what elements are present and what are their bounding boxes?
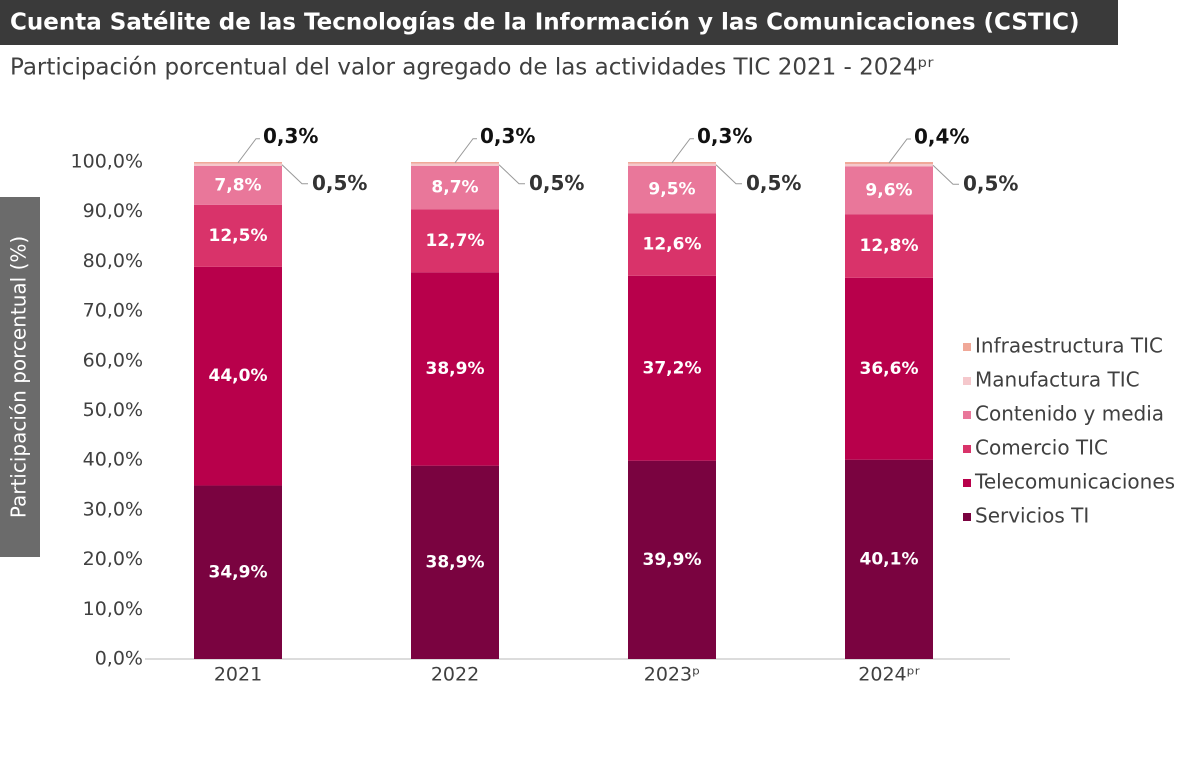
bar-segment (845, 214, 933, 278)
data-label: 12,8% (860, 236, 919, 256)
data-label: 7,8% (214, 175, 261, 195)
y-tick-label: 60,0% (83, 349, 143, 371)
data-label: 0,5% (963, 172, 1018, 196)
bar-segment (194, 266, 282, 486)
y-tick-label: 90,0% (83, 200, 143, 222)
x-tick-label: 2023ᵖ (644, 664, 701, 686)
y-tick-label: 80,0% (83, 250, 143, 272)
data-label: 9,5% (648, 180, 695, 200)
data-label: 0,4% (914, 124, 969, 148)
data-label: 0,5% (312, 171, 367, 195)
data-label: 38,9% (426, 552, 485, 572)
leader-line (671, 138, 694, 164)
legend-label: Telecomunicaciones (974, 470, 1175, 494)
y-tick-label: 40,0% (83, 449, 143, 471)
bar-segment (194, 163, 282, 166)
bar-segment (628, 460, 716, 659)
y-tick-label: 30,0% (83, 498, 143, 520)
data-label: 40,1% (860, 549, 919, 569)
data-label: 12,5% (209, 226, 268, 246)
y-tick-label: 0,0% (95, 648, 143, 670)
data-label: 0,3% (480, 124, 535, 148)
leader-line (454, 138, 477, 164)
data-label: 36,6% (860, 359, 919, 379)
leader-line (281, 164, 308, 185)
title-band (0, 0, 1118, 45)
data-label: 44,0% (209, 366, 268, 386)
legend-swatch (963, 377, 971, 385)
leader-line (237, 138, 260, 164)
data-label: 12,7% (426, 231, 485, 251)
legend-swatch (963, 445, 971, 453)
bar-segment (411, 165, 499, 210)
bar-segment (194, 165, 282, 205)
leader-line (715, 164, 742, 185)
bar-segment (628, 163, 716, 166)
data-label: 0,3% (697, 124, 752, 148)
data-label: 0,5% (529, 171, 584, 195)
bar-segment (411, 163, 499, 166)
x-tick-label: 2024ᵖʳ (858, 664, 919, 686)
legend-label: Infraestructura TIC (975, 334, 1163, 358)
bar-segment (194, 485, 282, 659)
data-label: 12,6% (643, 235, 702, 255)
bar-segment (628, 165, 716, 214)
legend-label: Comercio TIC (975, 436, 1108, 460)
legend-label: Manufactura TIC (975, 368, 1140, 392)
y-tick-label: 10,0% (83, 598, 143, 620)
bar-segment (845, 163, 933, 167)
y-tick-label: 50,0% (83, 399, 143, 421)
y-tick-label: 100,0% (71, 151, 143, 173)
data-label: 9,6% (865, 180, 912, 200)
bar-segment (411, 272, 499, 466)
chart-title: Cuenta Satélite de las Tecnologías de la… (10, 10, 1080, 36)
data-label: 37,2% (643, 358, 702, 378)
y-tick-label: 20,0% (83, 548, 143, 570)
leader-line (888, 138, 911, 164)
y-axis-label: Participación porcentual (%) (7, 236, 31, 518)
bar-segment (845, 166, 933, 215)
data-label: 39,9% (643, 550, 702, 570)
leader-line (498, 164, 525, 185)
leader-line (932, 164, 959, 185)
legend-label: Servicios TI (975, 504, 1089, 528)
y-tick-label: 70,0% (83, 300, 143, 322)
legend-swatch (963, 513, 971, 521)
bar-segment (411, 465, 499, 659)
bar-segment (845, 459, 933, 659)
legend-label: Contenido y media (975, 402, 1164, 426)
bar-segment (194, 204, 282, 267)
bar-segment (628, 275, 716, 461)
bar-segment (628, 213, 716, 276)
bar-segment (845, 277, 933, 460)
legend-swatch (963, 479, 971, 487)
data-label: 34,9% (209, 562, 268, 582)
bar-segment (411, 209, 499, 273)
legend-swatch (963, 411, 971, 419)
data-label: 0,5% (746, 171, 801, 195)
x-tick-label: 2021 (214, 664, 262, 686)
data-label: 8,7% (431, 178, 478, 198)
data-label: 38,9% (426, 359, 485, 379)
x-tick-label: 2022 (431, 664, 479, 686)
legend-swatch (963, 343, 971, 351)
chart-subtitle: Participación porcentual del valor agreg… (10, 55, 934, 81)
y-label-box (0, 197, 40, 557)
data-label: 0,3% (263, 124, 318, 148)
